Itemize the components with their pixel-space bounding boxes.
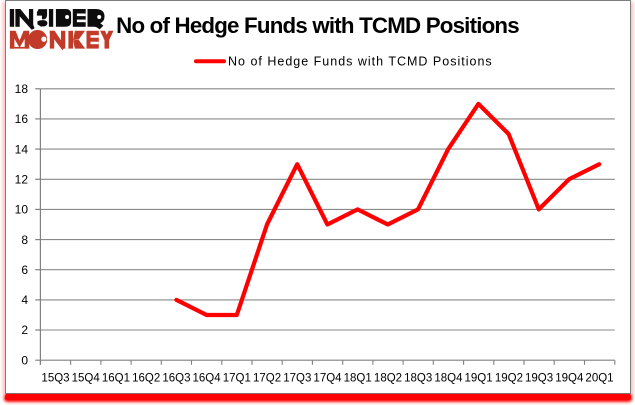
svg-text:2: 2 xyxy=(21,323,28,337)
svg-text:19Q3: 19Q3 xyxy=(525,373,553,385)
svg-text:No of Hedge Funds with TCMD Po: No of Hedge Funds with TCMD Positions xyxy=(228,54,493,68)
svg-text:16Q3: 16Q3 xyxy=(162,373,190,385)
svg-text:19Q1: 19Q1 xyxy=(465,373,493,385)
svg-text:8: 8 xyxy=(21,233,28,247)
svg-text:16Q4: 16Q4 xyxy=(193,373,222,385)
svg-text:17Q2: 17Q2 xyxy=(253,373,281,385)
svg-text:19Q2: 19Q2 xyxy=(495,373,523,385)
svg-text:12: 12 xyxy=(15,173,29,187)
svg-text:17Q1: 17Q1 xyxy=(223,373,251,385)
svg-text:19Q4: 19Q4 xyxy=(555,373,584,385)
svg-text:10: 10 xyxy=(15,203,29,217)
svg-text:0: 0 xyxy=(21,353,28,367)
svg-text:17Q4: 17Q4 xyxy=(313,373,342,385)
svg-text:18Q3: 18Q3 xyxy=(404,373,432,385)
svg-text:17Q3: 17Q3 xyxy=(283,373,311,385)
svg-text:15Q4: 15Q4 xyxy=(72,373,101,385)
svg-text:18Q2: 18Q2 xyxy=(374,373,402,385)
svg-text:16Q2: 16Q2 xyxy=(132,373,160,385)
svg-text:14: 14 xyxy=(15,142,29,156)
svg-text:4: 4 xyxy=(21,293,28,307)
svg-text:18Q4: 18Q4 xyxy=(434,373,463,385)
svg-text:16: 16 xyxy=(15,112,29,126)
svg-text:18Q1: 18Q1 xyxy=(344,373,372,385)
svg-text:16Q1: 16Q1 xyxy=(102,373,130,385)
svg-text:18: 18 xyxy=(15,82,29,96)
svg-text:15Q3: 15Q3 xyxy=(41,373,69,385)
svg-text:6: 6 xyxy=(21,263,28,277)
svg-text:20Q1: 20Q1 xyxy=(585,373,613,385)
